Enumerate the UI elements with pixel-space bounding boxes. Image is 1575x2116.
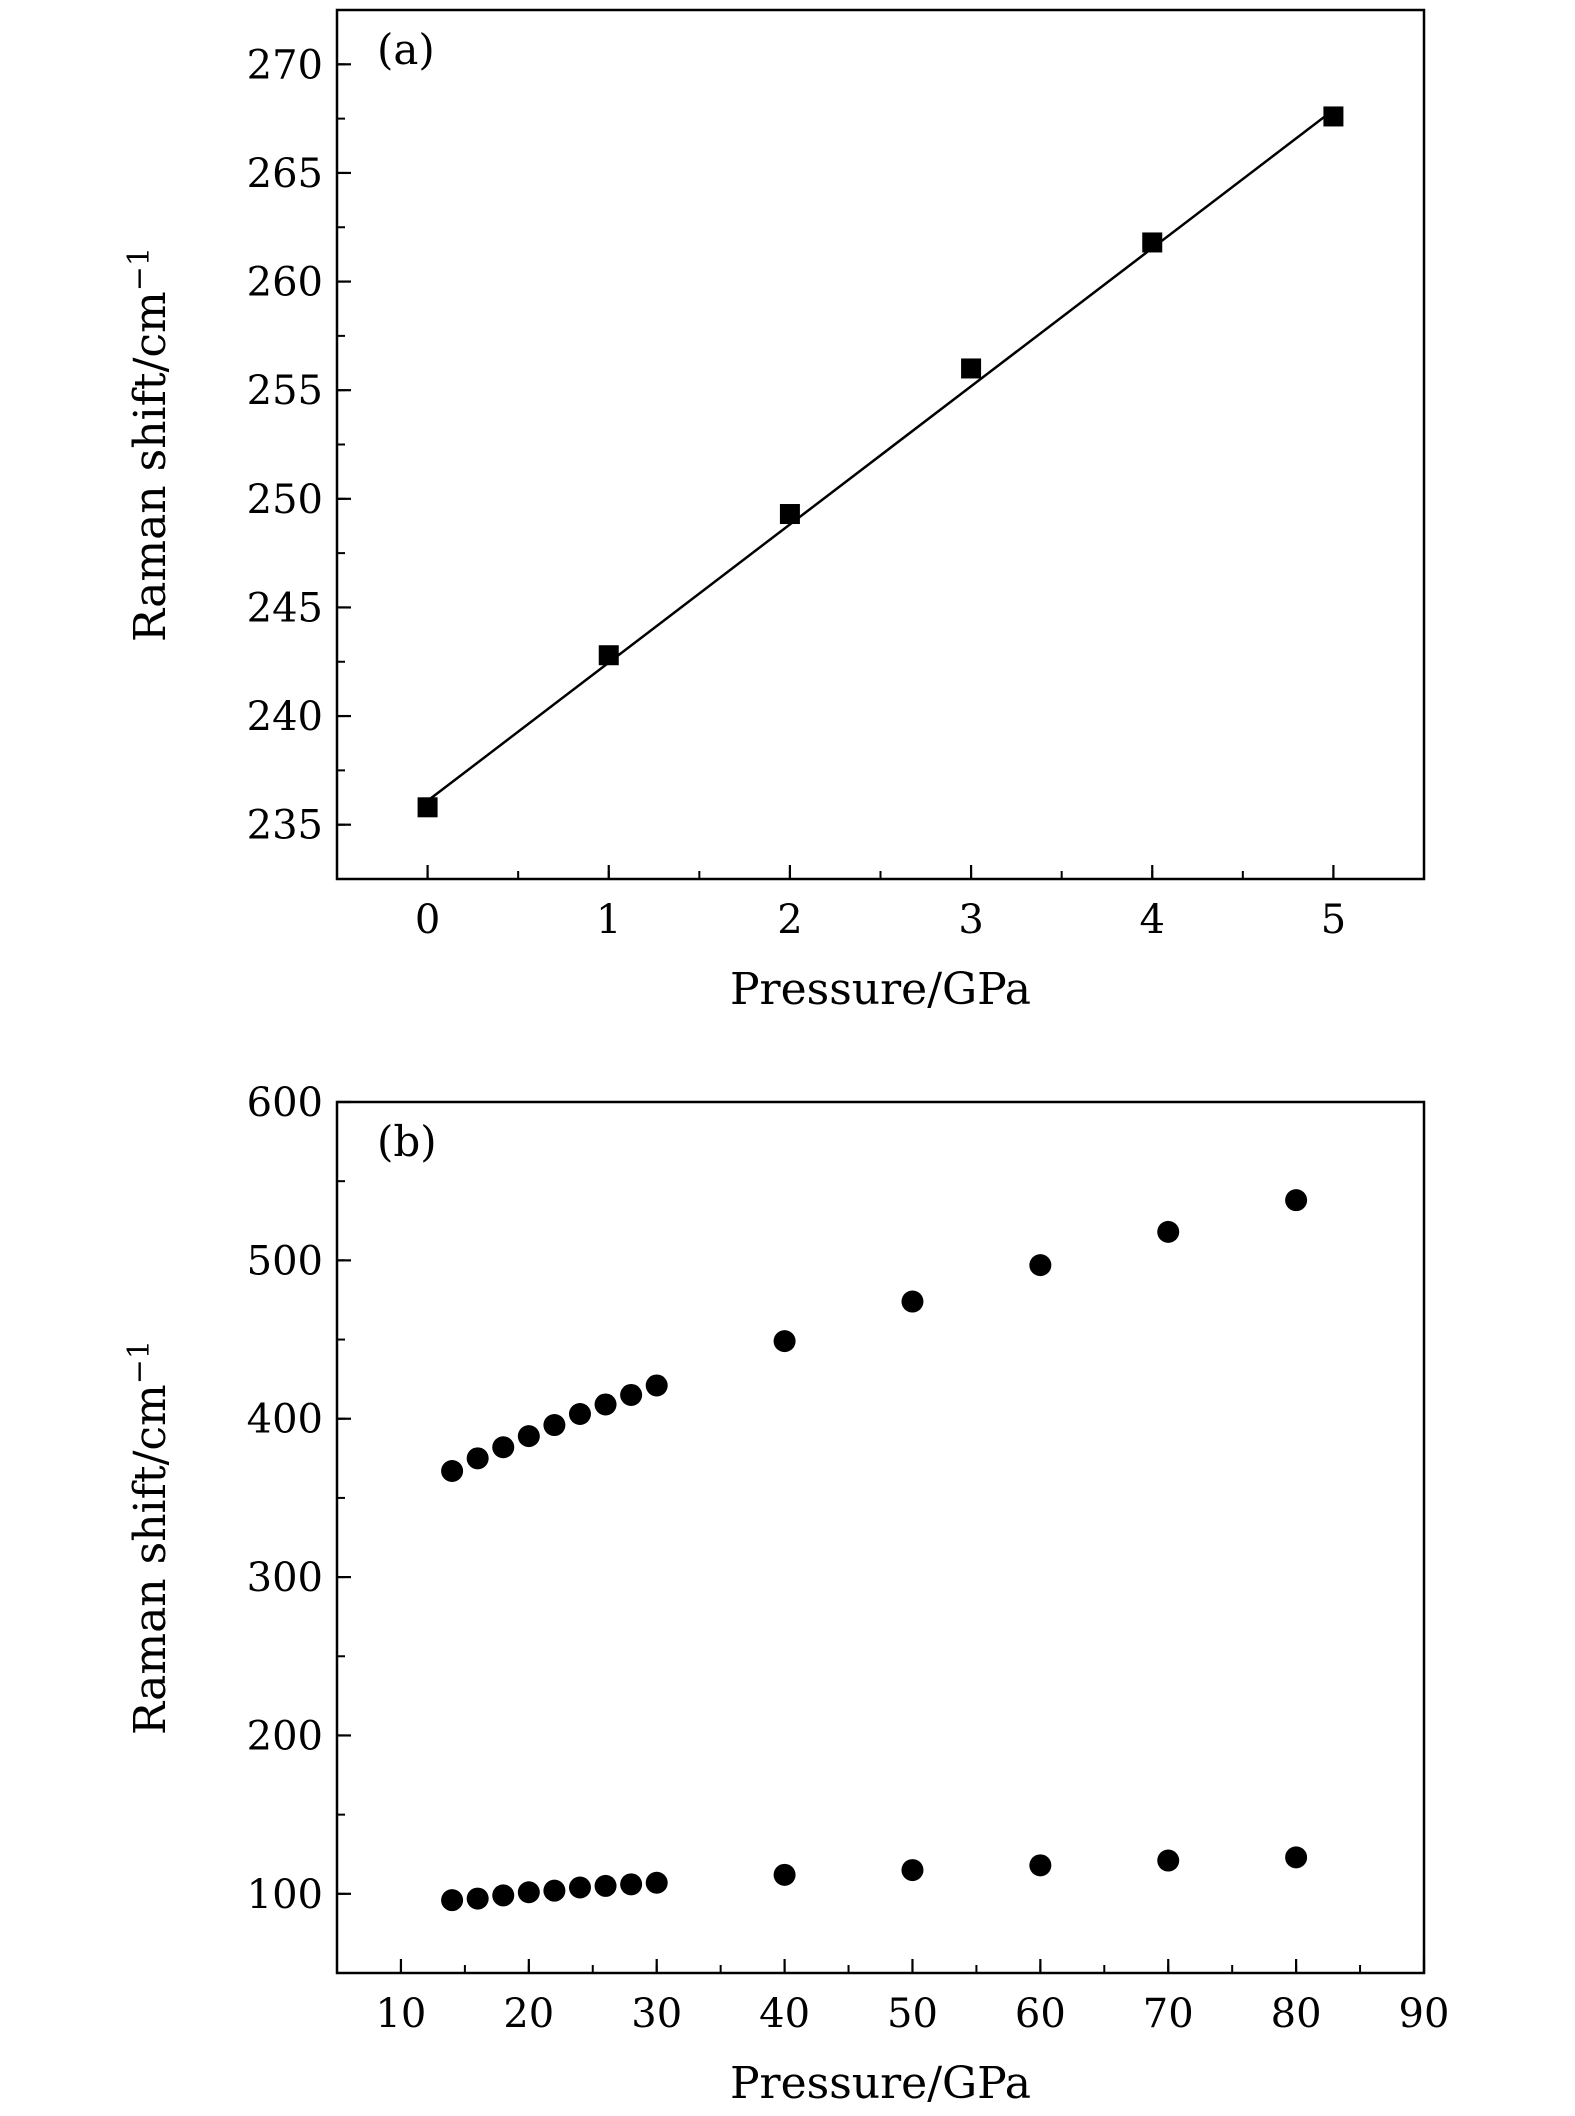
data-point-series-1 bbox=[773, 1330, 796, 1353]
y-tick-label: 235 bbox=[247, 803, 323, 849]
data-point-series-1 bbox=[1285, 1189, 1308, 1212]
data-point-series-2 bbox=[773, 1863, 796, 1886]
data-point-square bbox=[417, 797, 438, 818]
y-tick-label: 200 bbox=[247, 1713, 323, 1759]
x-tick-label: 2 bbox=[777, 897, 802, 943]
data-point-series-1 bbox=[568, 1402, 591, 1425]
data-point-series-1 bbox=[620, 1383, 643, 1406]
data-point-square bbox=[598, 645, 619, 666]
data-point-series-1 bbox=[594, 1393, 617, 1416]
data-point-series-2 bbox=[466, 1887, 489, 1910]
x-tick-label: 5 bbox=[1321, 897, 1346, 943]
y-tick-label: 600 bbox=[247, 1080, 323, 1126]
y-tick-label: 300 bbox=[247, 1555, 323, 1601]
y-tick-label: 500 bbox=[247, 1238, 323, 1284]
data-point-series-2 bbox=[568, 1876, 591, 1899]
x-tick-label: 90 bbox=[1399, 1991, 1450, 2037]
data-point-series-2 bbox=[645, 1871, 668, 1894]
x-tick-label: 30 bbox=[631, 1991, 682, 2037]
data-point-square bbox=[1142, 232, 1163, 253]
x-tick-label: 1 bbox=[596, 897, 621, 943]
data-point-series-1 bbox=[901, 1290, 924, 1313]
x-tick-label: 0 bbox=[415, 897, 440, 943]
data-point-square bbox=[961, 358, 982, 379]
y-tick-label: 255 bbox=[247, 368, 323, 414]
x-tick-label: 50 bbox=[887, 1991, 938, 2037]
data-point-series-1 bbox=[492, 1436, 515, 1459]
data-point-series-2 bbox=[620, 1873, 643, 1896]
data-point-series-1 bbox=[1157, 1220, 1180, 1243]
panel-b: 100 200 300 400 500 600 10 20 30 40 50 60 70 80 90 Pres… bbox=[122, 1080, 1449, 2109]
data-point-series-1 bbox=[1029, 1254, 1052, 1277]
panel-a: 235 240 245 250 255 260 265 270 0 1 2 3 4 5 Pressure/G… bbox=[122, 8, 1426, 1015]
data-point-series-2 bbox=[594, 1874, 617, 1897]
plot-frame bbox=[335, 1100, 1426, 1975]
x-tick-label: 10 bbox=[375, 1991, 426, 2037]
x-tick-label: 60 bbox=[1015, 1991, 1066, 2037]
data-point-square bbox=[1323, 106, 1344, 127]
data-point-series-2 bbox=[543, 1879, 566, 1902]
x-axis-label: Pressure/GPa bbox=[730, 2058, 1031, 2109]
data-point-series-2 bbox=[1157, 1849, 1180, 1872]
y-tick-label: 245 bbox=[247, 585, 323, 631]
y-axis-label: Raman shift/cm−1 bbox=[122, 1340, 176, 1735]
y-axis-label: Raman shift/cm−1 bbox=[122, 247, 176, 642]
x-tick-label: 20 bbox=[503, 1991, 554, 2037]
y-axis-label-superscript: −1 bbox=[122, 247, 157, 291]
y-tick-label: 240 bbox=[247, 694, 323, 740]
data-point-series-1 bbox=[466, 1447, 489, 1470]
x-tick-label: 4 bbox=[1140, 897, 1165, 943]
data-point-series-1 bbox=[517, 1425, 540, 1448]
data-point-series-1 bbox=[543, 1414, 566, 1437]
y-tick-label: 270 bbox=[247, 42, 323, 88]
y-tick-label: 100 bbox=[247, 1872, 323, 1918]
data-point-series-1 bbox=[441, 1459, 464, 1482]
y-axis-label-superscript: −1 bbox=[122, 1340, 157, 1384]
x-axis-label: Pressure/GPa bbox=[730, 964, 1031, 1015]
y-tick-label: 400 bbox=[247, 1397, 323, 1443]
data-point-square bbox=[779, 504, 800, 525]
data-point-series-2 bbox=[1285, 1846, 1308, 1869]
data-point-series-2 bbox=[1029, 1854, 1052, 1877]
data-point-series-2 bbox=[492, 1884, 515, 1907]
data-point-series-2 bbox=[441, 1889, 464, 1912]
plot-frame bbox=[335, 8, 1426, 881]
x-tick-label: 3 bbox=[958, 897, 983, 943]
data-point-series-2 bbox=[517, 1881, 540, 1904]
x-tick-label: 80 bbox=[1271, 1991, 1322, 2037]
y-tick-label: 260 bbox=[247, 260, 323, 306]
data-point-series-2 bbox=[901, 1859, 924, 1882]
panel-label: (a) bbox=[377, 25, 435, 74]
panel-label: (b) bbox=[377, 1117, 437, 1166]
y-tick-label: 265 bbox=[247, 151, 323, 197]
linear-fit-line bbox=[426, 108, 1335, 802]
y-tick-label: 250 bbox=[247, 477, 323, 523]
x-tick-label: 40 bbox=[759, 1991, 810, 2037]
x-tick-label: 70 bbox=[1143, 1991, 1194, 2037]
data-point-series-1 bbox=[645, 1374, 668, 1397]
